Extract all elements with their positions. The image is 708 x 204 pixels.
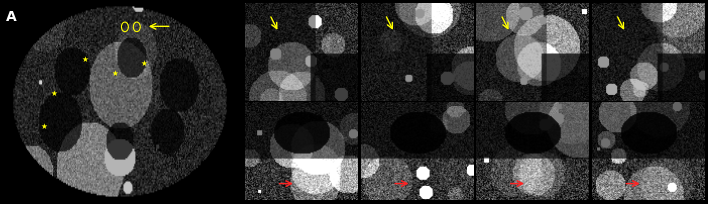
Text: ★: ★ (112, 69, 119, 78)
Text: ★: ★ (50, 88, 57, 97)
Text: B: B (246, 6, 257, 20)
Text: ★: ★ (81, 55, 88, 64)
Text: ★: ★ (41, 122, 47, 131)
Text: ★: ★ (140, 59, 147, 68)
Text: A: A (6, 10, 17, 24)
